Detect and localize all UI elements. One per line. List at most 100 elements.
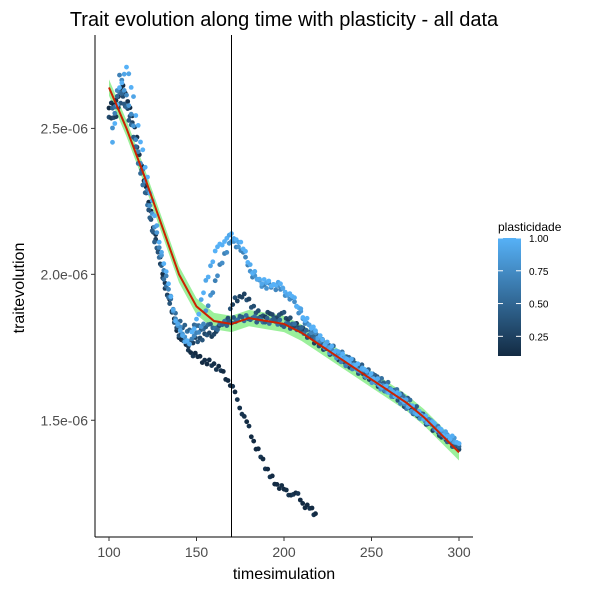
data-point [212, 278, 218, 284]
data-point [138, 139, 143, 145]
data-point [292, 299, 297, 305]
data-point [135, 123, 141, 128]
data-point [177, 328, 183, 333]
data-point [133, 113, 139, 118]
data-point [234, 397, 240, 402]
data-point [128, 85, 134, 90]
data-point [304, 315, 310, 321]
data-point [202, 357, 208, 363]
data-point [375, 376, 380, 382]
data-point [379, 376, 384, 381]
data-point [208, 263, 213, 269]
data-point [241, 414, 247, 419]
data-point [135, 149, 141, 155]
data-point [196, 330, 202, 335]
data-point [252, 269, 258, 274]
legend-title: plasticidade [498, 220, 562, 234]
data-point [237, 405, 243, 411]
data-point [251, 438, 257, 444]
data-point [368, 371, 374, 376]
data-point [146, 207, 152, 213]
data-point [239, 314, 245, 320]
data-point [152, 213, 157, 219]
data-point [201, 321, 206, 327]
data-point [211, 361, 217, 367]
data-point [277, 317, 283, 323]
data-point [438, 427, 444, 432]
data-point [110, 125, 115, 131]
data-point [199, 337, 205, 343]
data-point [201, 290, 206, 296]
data-point [121, 71, 127, 77]
chart-title: Trait evolution along time with plastici… [70, 9, 499, 31]
data-point [324, 339, 330, 345]
data-point [140, 182, 146, 188]
y-tick-label: 2.0e-06 [41, 266, 89, 282]
data-point [264, 315, 270, 321]
data-point [210, 290, 216, 296]
data-point [188, 350, 194, 355]
data-point [443, 429, 448, 435]
data-point [449, 433, 455, 439]
data-point [313, 511, 318, 517]
data-point [265, 466, 271, 472]
data-point [254, 319, 260, 325]
data-point [364, 368, 370, 374]
data-point [269, 312, 275, 317]
data-point [292, 295, 297, 301]
data-point [126, 71, 132, 77]
data-point [204, 361, 210, 367]
data-point [281, 309, 287, 315]
data-point [297, 497, 303, 503]
data-point [251, 303, 257, 309]
data-point [117, 85, 122, 91]
data-point [264, 286, 269, 291]
x-tick-label: 200 [272, 544, 296, 560]
data-point [128, 111, 134, 117]
data-point [255, 308, 261, 314]
data-point [124, 92, 129, 98]
data-point [138, 171, 143, 176]
data-point [163, 273, 169, 279]
data-point [246, 296, 252, 302]
data-point [215, 327, 220, 333]
plot-area [106, 35, 462, 537]
data-point [278, 281, 283, 287]
data-point [243, 254, 248, 260]
data-point [156, 239, 162, 245]
data-point [273, 287, 279, 293]
data-point [191, 326, 197, 332]
data-point [170, 307, 176, 312]
data-point [166, 281, 171, 287]
data-point [167, 301, 173, 306]
smooth-trend-line [108, 87, 460, 454]
data-point [355, 361, 361, 367]
data-point [320, 337, 325, 343]
data-point [212, 248, 218, 254]
data-point [309, 505, 315, 511]
data-point [147, 215, 153, 221]
data-point [149, 228, 155, 234]
data-point [205, 303, 211, 309]
y-axis-title: traitevolution [11, 243, 28, 334]
data-point [252, 314, 257, 319]
data-point [335, 349, 341, 354]
data-point [196, 311, 202, 317]
x-axis: 100 150 200 250 300 [97, 537, 471, 560]
legend-label: 1.00 [529, 234, 549, 245]
data-point [142, 164, 148, 170]
data-point [106, 105, 112, 111]
data-point [292, 321, 297, 327]
data-point [234, 298, 240, 304]
data-point [248, 434, 254, 440]
data-point [152, 239, 157, 245]
legend-label: 0.25 [529, 332, 549, 343]
data-point [133, 137, 139, 143]
color-legend: plasticidade 1.00 0.75 0.50 0.25 [498, 220, 562, 356]
data-point [259, 281, 265, 287]
data-point [124, 64, 129, 70]
data-point [140, 147, 146, 153]
data-point [295, 491, 301, 496]
data-point [303, 327, 309, 333]
